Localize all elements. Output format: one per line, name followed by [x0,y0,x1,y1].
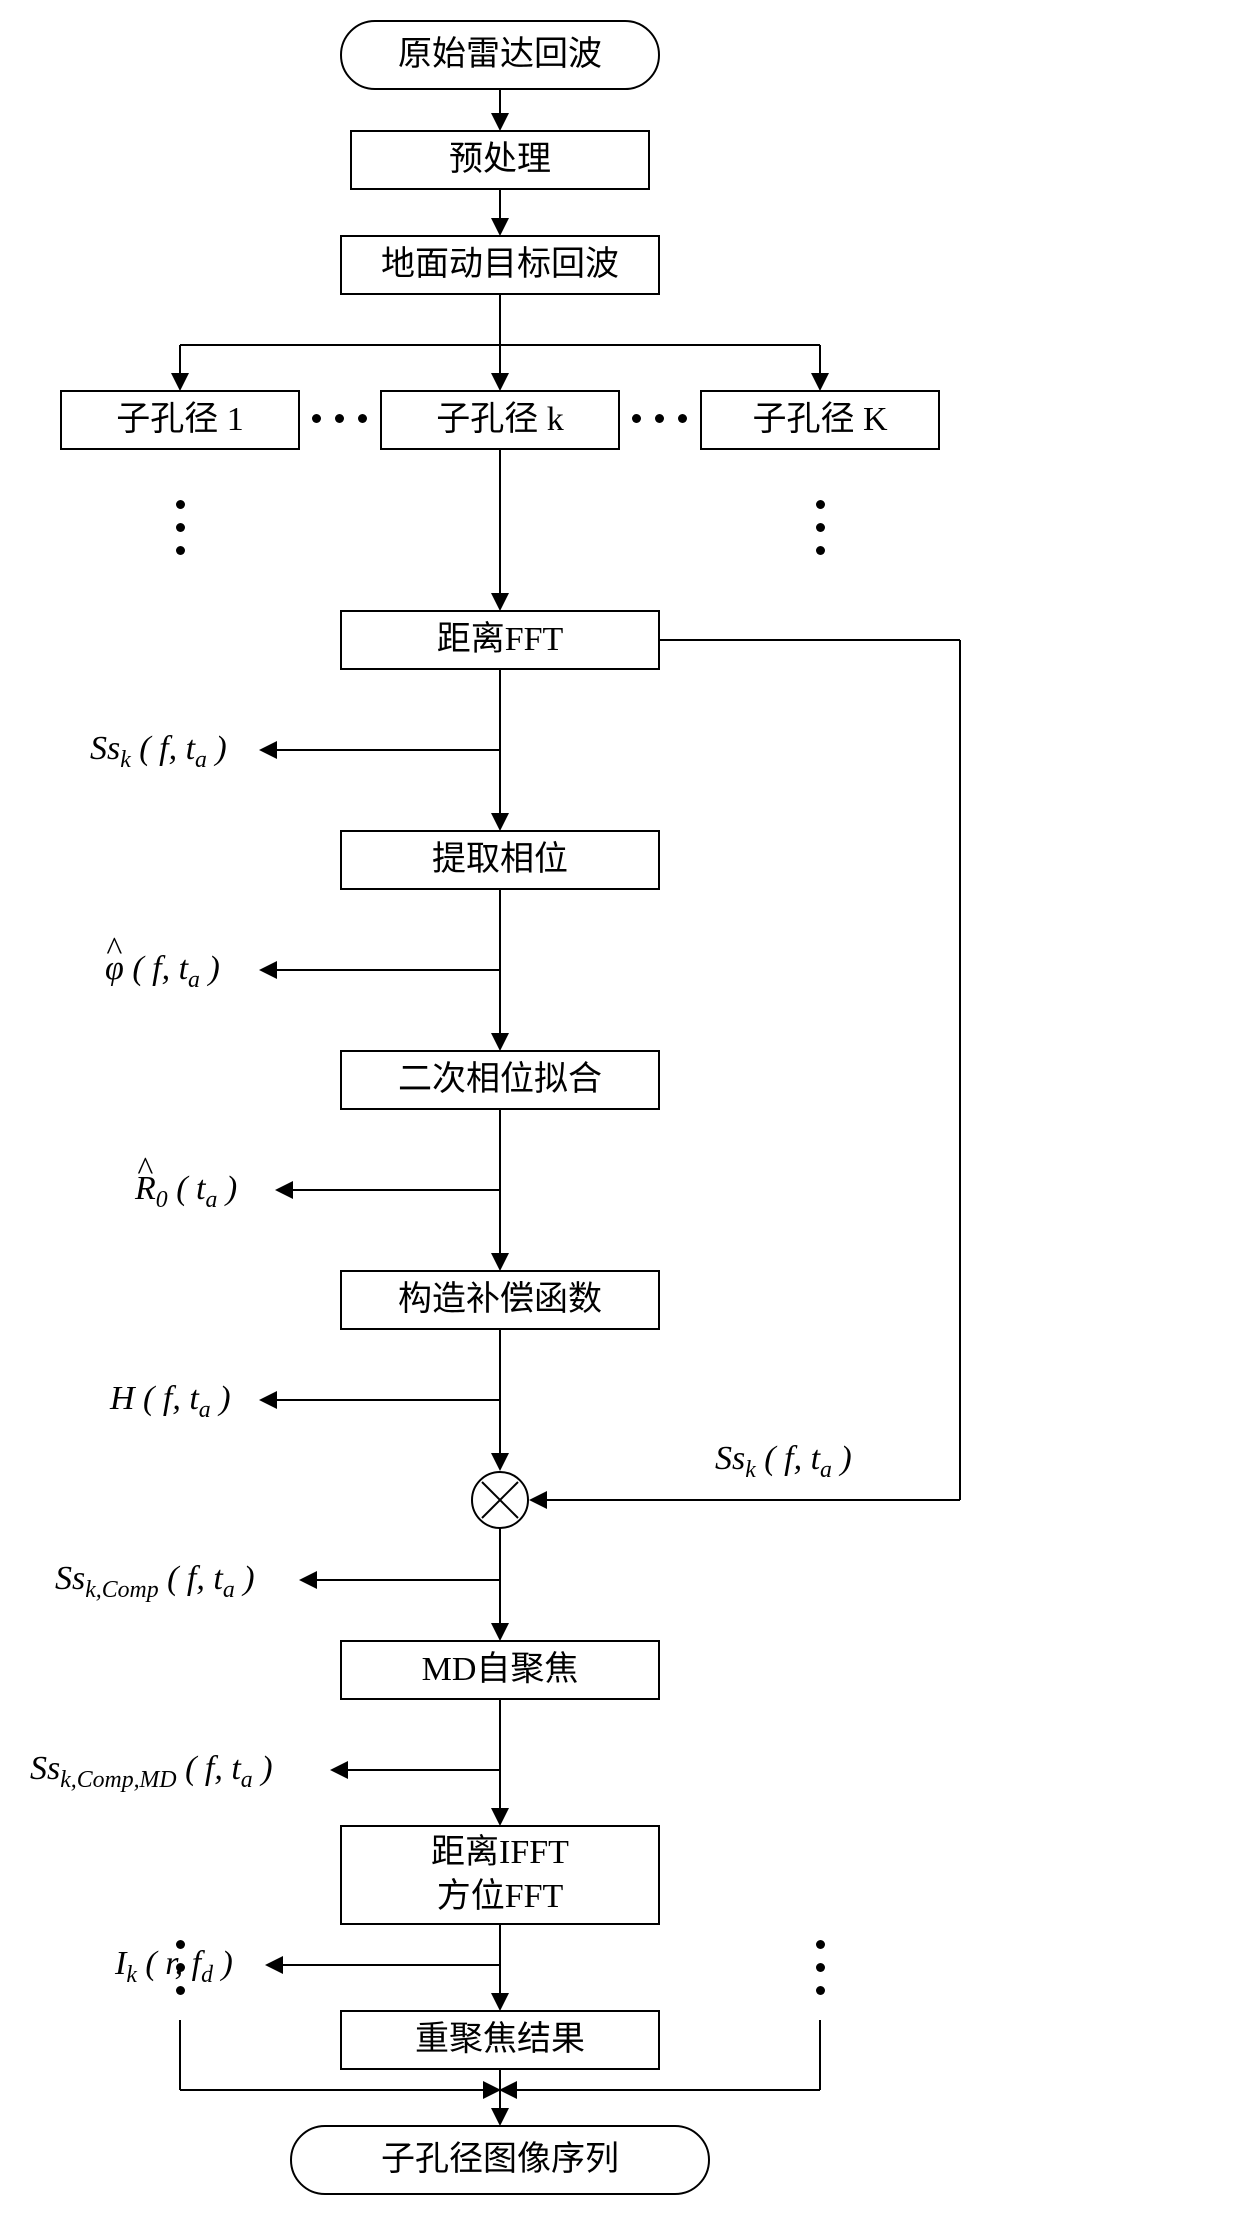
label-phase: 提取相位 [432,838,568,882]
node-range-fft: 距离FFT [340,610,660,670]
node-start: 原始雷达回波 [340,20,660,90]
label-rfft: 距离FFT [437,618,564,662]
node-md-autofocus: MD自聚焦 [340,1640,660,1700]
vdots-top-left [170,500,190,555]
label-fit: 二次相位拟合 [398,1058,602,1102]
label-subk: 子孔径 k [436,398,564,442]
signal-ssk-feedback: Ssk ( f, ta ) [715,1440,852,1484]
label-comp: 构造补偿函数 [398,1278,602,1322]
label-subK: 子孔径 K [752,398,887,442]
node-quadratic-fit: 二次相位拟合 [340,1050,660,1110]
node-build-compensation: 构造补偿函数 [340,1270,660,1330]
node-end: 子孔径图像序列 [290,2125,710,2195]
signal-ssk-comp-md: Ssk,Comp,MD ( f, ta ) [30,1750,273,1794]
node-subK: 子孔径 K [700,390,940,450]
node-ifft-fft: 距离IFFT 方位FFT [340,1825,660,1925]
label-mdaf: MD自聚焦 [422,1648,579,1692]
hdots-left [312,414,367,423]
vdots-bottom-right [810,1940,830,1995]
label-sub1: 子孔径 1 [116,398,244,442]
signal-r0-hat: R0 ( ta ) [135,1170,237,1214]
label-azfft: 方位FFT [437,1875,564,1919]
node-sub1: 子孔径 1 [60,390,300,450]
node-preprocess: 预处理 [350,130,650,190]
label-end: 子孔径图像序列 [381,2138,619,2182]
node-refocus-result: 重聚焦结果 [340,2010,660,2070]
label-gmti: 地面动目标回波 [381,243,619,287]
signal-h: H ( f, ta ) [110,1380,231,1424]
signal-ssk-1: Ssk ( f, ta ) [90,730,227,774]
label-refoc: 重聚焦结果 [415,2018,585,2062]
vdots-top-right [810,500,830,555]
label-ifft: 距离IFFT [431,1831,569,1875]
node-gmti: 地面动目标回波 [340,235,660,295]
label-pre: 预处理 [449,138,551,182]
label-start: 原始雷达回波 [398,33,602,77]
hdots-right [632,414,687,423]
signal-ik: Ik ( r, fd ) [115,1945,233,1989]
node-extract-phase: 提取相位 [340,830,660,890]
signal-ssk-comp: Ssk,Comp ( f, ta ) [55,1560,255,1604]
node-subk: 子孔径 k [380,390,620,450]
signal-phi-hat: φ ( f, ta ) [105,950,220,994]
